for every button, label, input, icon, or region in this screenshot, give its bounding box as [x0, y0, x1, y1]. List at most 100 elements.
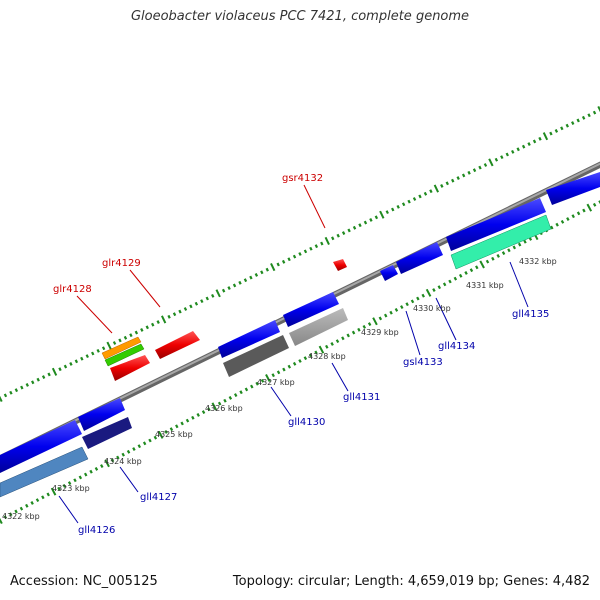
inner-tick-minor — [180, 421, 184, 426]
gene-label-glr4128[interactable]: glr4128 — [53, 284, 92, 295]
outer-tick-minor — [194, 301, 199, 306]
outer-tick-major — [215, 289, 221, 298]
gene-orange[interactable] — [101, 336, 142, 360]
outer-tick-minor — [363, 220, 368, 225]
outer-tick-minor — [167, 314, 171, 319]
outer-tick-minor — [331, 236, 335, 241]
inner-tick-minor — [67, 481, 72, 486]
outer-tick-minor — [221, 288, 226, 293]
accession-text: Accession: NC_005125 — [10, 574, 158, 589]
inner-tick-minor — [448, 279, 452, 284]
inner-tick-minor — [325, 344, 329, 349]
outer-tick-major — [0, 395, 3, 403]
inner-tick-minor — [400, 305, 404, 309]
inner-tick-minor — [287, 364, 292, 369]
outer-tick-minor — [467, 170, 471, 175]
outer-tick-minor — [276, 262, 280, 267]
outer-tick-minor — [549, 131, 553, 136]
inner-tick-minor — [196, 413, 200, 417]
outer-tick-minor — [91, 351, 95, 356]
gene-gsr4132[interactable] — [333, 259, 347, 271]
inner-tick-minor — [126, 449, 131, 454]
inner-tick-major — [104, 459, 110, 468]
inner-tick-minor — [389, 310, 393, 315]
inner-tick-minor — [185, 418, 190, 423]
gene-gll4131[interactable] — [289, 308, 348, 346]
inner-tick-minor — [507, 248, 511, 253]
gene-blue-3[interactable] — [218, 320, 280, 358]
inner-tick-minor — [30, 501, 34, 505]
inner-tick-minor — [416, 296, 420, 301]
gene-blue-5[interactable] — [380, 265, 398, 281]
inner-tick-minor — [89, 469, 93, 474]
gene-label-gll4135[interactable]: gll4135 — [512, 309, 549, 320]
inner-tick-minor — [383, 313, 388, 318]
gene-blue-7[interactable] — [446, 198, 546, 251]
gene-label-gsl4133[interactable]: gsl4133 — [403, 357, 443, 368]
gene-blue-4[interactable] — [283, 292, 339, 327]
outer-tick-minor — [407, 199, 411, 204]
inner-tick-minor — [41, 495, 45, 500]
inner-tick-major — [157, 430, 164, 439]
outer-tick-minor — [74, 359, 79, 364]
gene-label-gll4134[interactable]: gll4134 — [438, 341, 475, 352]
inner-tick-minor — [244, 387, 249, 392]
gene-gll4130[interactable] — [223, 335, 289, 377]
gene-blue-8[interactable] — [546, 172, 600, 205]
inner-tick-minor — [341, 336, 345, 341]
outer-tick-minor — [565, 123, 569, 128]
inner-tick-major — [318, 345, 325, 354]
gene-blue-6[interactable] — [396, 242, 443, 274]
outer-tick-minor — [451, 178, 455, 183]
outer-tick-minor — [292, 254, 297, 259]
outer-tick-minor — [36, 377, 40, 382]
inner-tick-minor — [437, 285, 442, 290]
gene-gll4126[interactable] — [0, 446, 89, 498]
outer-tick-minor — [156, 320, 160, 324]
gene-label-glr4129[interactable]: glr4129 — [102, 258, 141, 269]
gene-gll4127[interactable] — [82, 417, 132, 449]
inner-tick-minor — [223, 398, 227, 403]
outer-tick-minor — [254, 273, 259, 277]
outer-tick-minor — [238, 280, 242, 285]
gene-label-gll4126[interactable]: gll4126 — [78, 525, 115, 536]
inner-tick-minor — [485, 259, 490, 264]
outer-tick-minor — [352, 225, 357, 230]
gene-green[interactable] — [104, 343, 145, 367]
outer-tick-minor — [69, 362, 73, 366]
gene-label-gll4127[interactable]: gll4127 — [140, 492, 177, 503]
inner-tick-minor — [233, 393, 238, 398]
scale-label-4323: 4323 kbp — [52, 484, 90, 493]
inner-tick-minor — [191, 415, 195, 420]
gene-label-gll4131[interactable]: gll4131 — [343, 392, 380, 403]
outer-tick-minor — [232, 283, 237, 288]
inner-tick-major — [211, 402, 218, 411]
gene-glr4129[interactable] — [155, 331, 200, 359]
inner-tick-track — [0, 200, 600, 525]
inner-tick-minor — [94, 466, 99, 471]
scale-label-4331: 4331 kbp — [466, 281, 504, 290]
outer-tick-minor — [369, 218, 373, 222]
inner-tick-minor — [271, 373, 275, 378]
gene-label-gsr4132[interactable]: gsr4132 — [282, 173, 323, 184]
inner-tick-minor — [62, 483, 67, 488]
inner-tick-minor — [555, 222, 559, 227]
outer-tick-minor — [249, 275, 253, 280]
scale-label-4325: 4325 kbp — [155, 430, 193, 439]
inner-tick-minor — [110, 458, 115, 463]
gene-blue-1[interactable] — [0, 420, 82, 473]
inner-tick-minor — [378, 316, 383, 321]
inner-tick-minor — [142, 441, 147, 446]
inner-tick-minor — [367, 322, 372, 327]
inner-tick-minor — [175, 424, 179, 429]
inner-tick-minor — [217, 401, 222, 406]
gene-label-gll4130[interactable]: gll4130 — [288, 417, 325, 428]
outer-tick-minor — [429, 189, 433, 194]
gene-gll4135[interactable] — [450, 214, 552, 270]
inner-tick-major — [50, 487, 57, 496]
inner-tick-minor — [351, 330, 356, 335]
gene-blue-2[interactable] — [78, 398, 125, 431]
outer-tick-minor — [347, 228, 351, 233]
gene-glr4128[interactable] — [110, 355, 150, 381]
